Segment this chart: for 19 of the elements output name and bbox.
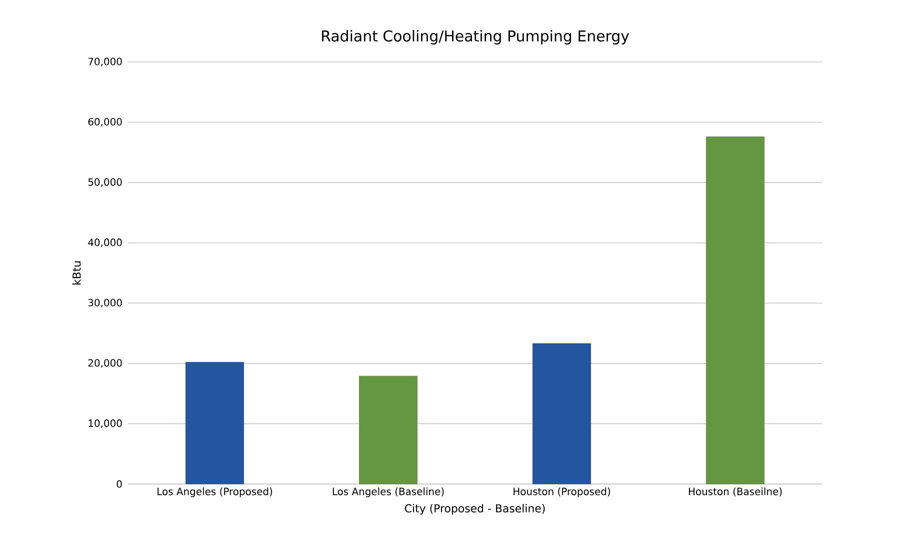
x-tick-label: Houston (Baseilne) <box>688 487 782 496</box>
y-tick-label: 20,000 <box>88 359 122 368</box>
y-tick-label: 40,000 <box>88 238 122 248</box>
x-tick-label: Los Angeles (Baseline) <box>332 487 444 498</box>
bar <box>532 343 591 484</box>
y-tick-label: 50,000 <box>88 178 122 187</box>
x-tick-label: Los Angeles (Proposed) <box>158 487 272 498</box>
bar <box>706 136 764 484</box>
bar <box>186 362 244 484</box>
y-axis-title: kBtu <box>72 261 81 285</box>
y-tick-label: 10,000 <box>88 419 122 428</box>
y-tick-label: 30,000 <box>88 298 122 308</box>
x-tick-label: Houston (Proposed) <box>514 487 610 498</box>
x-axis-title: City (Proposed - Baseline) <box>404 504 545 515</box>
y-tick-label: 0 <box>116 480 122 488</box>
chart-title: Radiant Cooling/Heating Pumping Energy <box>322 30 630 44</box>
y-tick-label: 60,000 <box>88 118 122 127</box>
y-tick-label: 70,000 <box>88 58 122 66</box>
bar <box>359 376 418 484</box>
